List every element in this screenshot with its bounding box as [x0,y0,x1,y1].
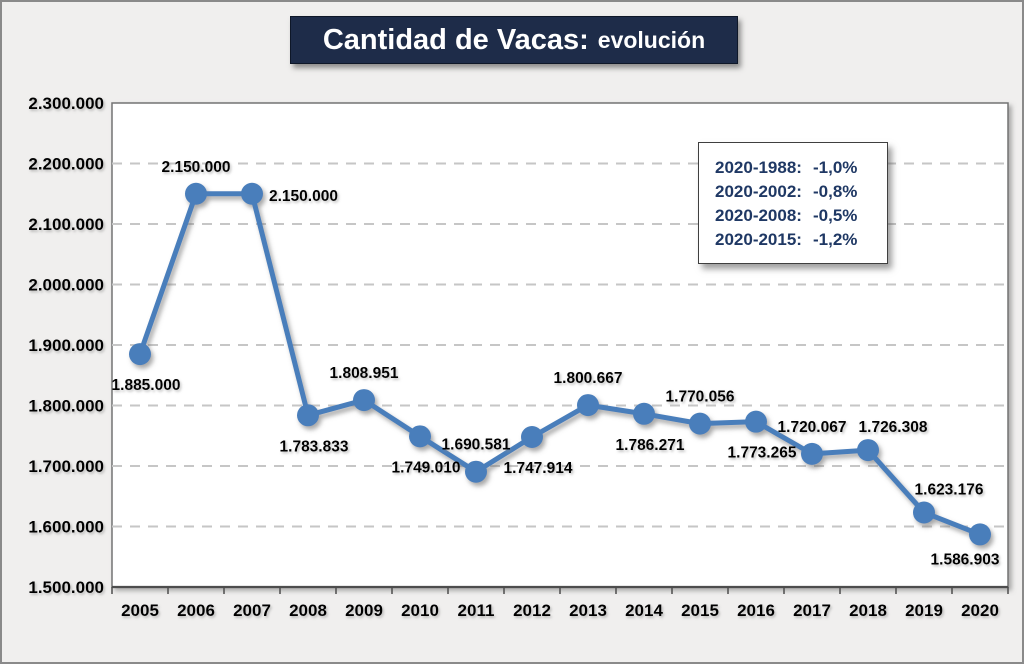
y-axis-labels: 2.300.000 2.200.000 2.100.000 2.000.000 1.90… [28,94,104,597]
legend-range-label: 2020-1988: [715,158,802,177]
data-point-2016 [745,410,767,433]
series-line [137,191,983,537]
x-tick-label: 2014 [625,601,663,620]
data-point-label-2014: 1.786.271 [616,437,685,454]
data-point-label-2018: 1.726.308 [859,419,928,436]
stats-legend-box: 2020-1988: -1,0% 2020-2002: -0,8% 2020-2… [698,142,888,264]
x-tick-label: 2008 [289,601,327,620]
y-tick-label: 2.300.000 [28,94,104,113]
y-tick-label: 1.800.000 [28,397,104,416]
legend-row: 2020-2015: -1,2% [715,228,875,252]
x-tick-label: 2012 [513,601,551,620]
x-tick-label: 2017 [793,601,831,620]
chart-title-sub: evolución [597,26,706,53]
x-tick-label: 2018 [849,601,887,620]
y-tick-label: 2.200.000 [28,155,104,174]
data-point-2010 [409,425,431,448]
legend-range-label: 2020-2008: [715,206,802,225]
x-tick-label: 2013 [569,601,607,620]
data-labels: 1.885.000 2.150.000 2.150.000 1.783.833 1.80… [112,159,1000,569]
legend-percent-value: -1,0% [813,158,858,177]
y-tick-label: 1.500.000 [28,578,104,597]
data-point-label-2005: 1.885.000 [112,377,181,394]
data-point-label-2007: 2.150.000 [269,188,338,205]
x-axis-labels: 2005 2006 2007 2008 2009 2010 2011 2012 2013 2014… [121,601,999,620]
x-tick-label: 2009 [345,601,383,620]
data-point-label-2019: 1.623.176 [915,481,984,498]
data-point-2008 [297,404,319,427]
legend-percent-value: -1,2% [813,230,858,249]
y-tick-label: 2.000.000 [28,276,104,295]
data-series [129,182,991,546]
x-axis-ticks [111,587,1009,594]
data-point-label-2020: 1.586.903 [931,551,1000,568]
data-point-2014 [633,402,655,425]
data-point-2011 [465,460,487,483]
y-tick-label: 1.700.000 [28,457,104,476]
x-tick-label: 2016 [737,601,775,620]
x-tick-label: 2005 [121,601,159,620]
data-point-label-2015: 1.770.056 [666,389,735,406]
data-point-label-2013: 1.800.667 [554,370,623,387]
data-point-2009 [353,389,375,412]
data-point-2006 [185,182,207,205]
x-tick-label: 2011 [458,601,495,620]
data-point-label-2012: 1.747.914 [504,460,573,477]
x-tick-label: 2019 [905,601,943,620]
data-point-label-2016: 1.773.265 [728,445,797,462]
data-point-2017 [801,442,823,465]
x-tick-label: 2010 [401,601,439,620]
data-point-label-2009: 1.808.951 [330,365,399,382]
data-point-label-2010: 1.749.010 [392,459,461,476]
data-point-2019 [913,501,935,524]
x-tick-label: 2020 [961,601,999,620]
data-point-2012 [521,426,543,449]
data-point-2007 [241,182,263,205]
chart-title-main: Cantidad de Vacas: [322,23,589,56]
data-point-label-2017: 1.720.067 [778,419,847,436]
data-point-2018 [857,439,879,462]
legend-row: 2020-2002: -0,8% [715,180,875,204]
data-point-label-2006: 2.150.000 [162,159,231,176]
legend-row: 2020-2008: -0,5% [715,204,875,228]
y-tick-label: 1.600.000 [28,518,104,537]
chart-title-bar: Cantidad de Vacas: evolución [290,16,738,64]
x-tick-label: 2007 [233,601,271,620]
legend-range-label: 2020-2002: [715,182,802,201]
y-tick-label: 2.100.000 [28,215,104,234]
data-point-label-2008: 1.783.833 [280,438,349,455]
x-tick-label: 2006 [177,601,215,620]
data-point-2015 [689,412,711,435]
data-point-2005 [129,343,151,366]
legend-percent-value: -0,5% [813,206,858,225]
data-point-2020 [969,523,991,546]
data-point-2013 [577,394,599,417]
legend-range-label: 2020-2015: [715,230,802,249]
legend-percent-value: -0,8% [813,182,858,201]
legend-row: 2020-1988: -1,0% [715,156,875,180]
y-tick-label: 1.900.000 [28,336,104,355]
data-point-label-2011: 1.690.581 [442,437,511,454]
x-tick-label: 2015 [681,601,719,620]
